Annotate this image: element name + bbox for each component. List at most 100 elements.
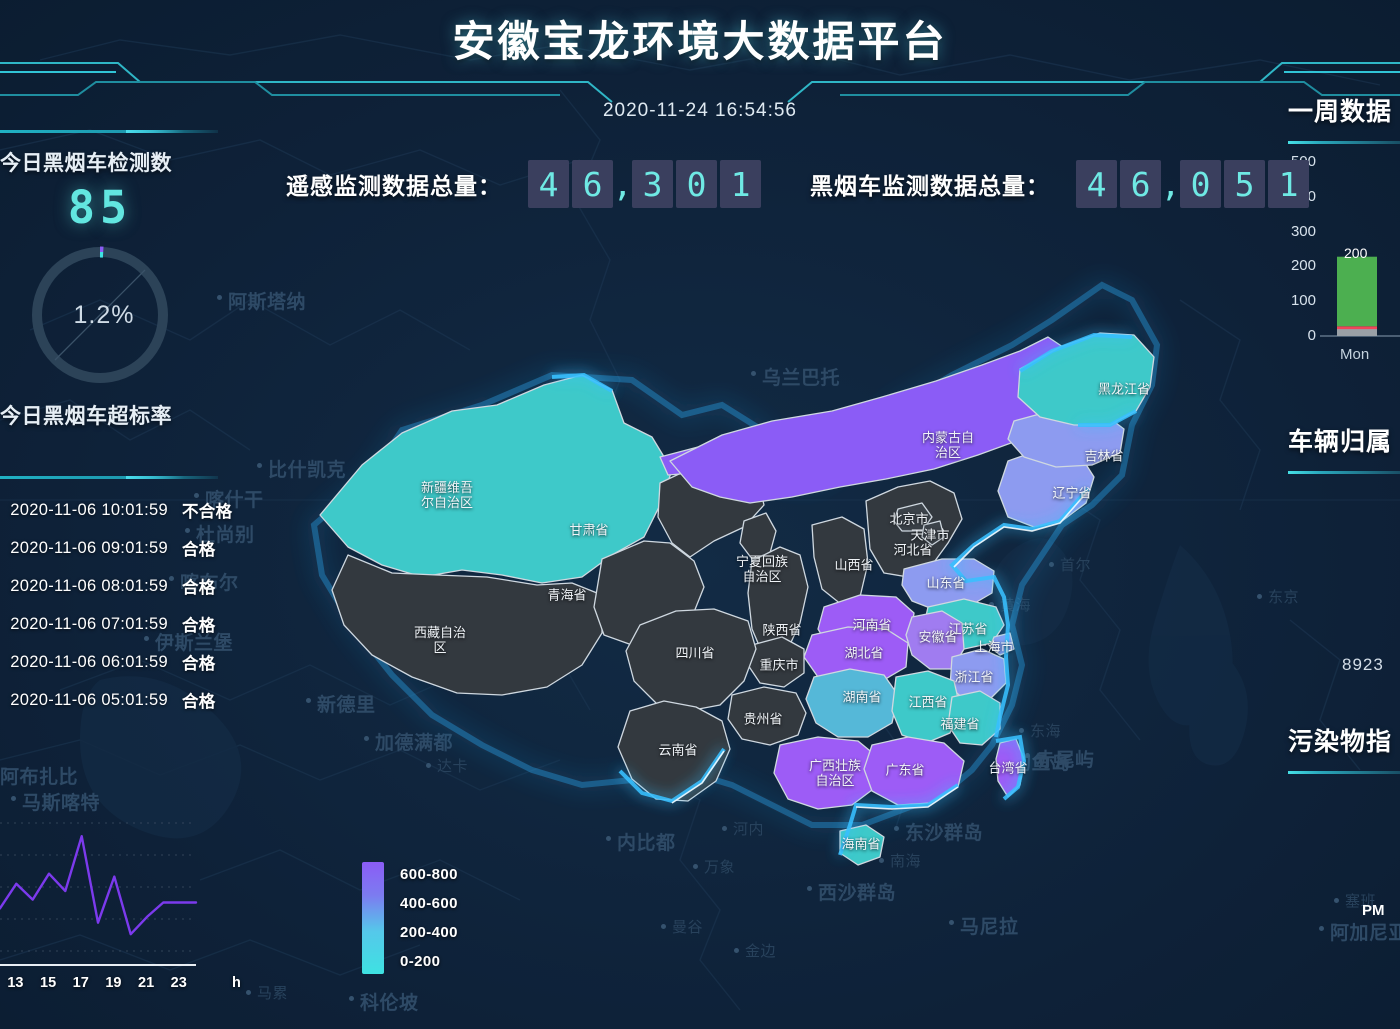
trend-x-tick: 21 <box>138 975 155 991</box>
digit-cell: 0 <box>1180 160 1221 208</box>
today-detect-value: 85 <box>67 181 133 234</box>
bg-city-label: 赤尾屿 <box>1036 750 1095 771</box>
digit-cell: 4 <box>1076 160 1117 208</box>
bg-city-dot <box>879 858 884 863</box>
bg-city-label: 西沙群岛 <box>818 883 897 904</box>
record-status: 合格 <box>182 617 216 635</box>
bg-city-dot <box>246 990 251 995</box>
bg-city-label: 喀布尔 <box>180 573 239 594</box>
record-time: 2020-11-06 10:01:59 <box>10 500 168 519</box>
legend-gradient-bar <box>362 862 384 974</box>
datetime-display: 2020-11-24 16:54:56 <box>602 100 798 121</box>
pm-label: PM <box>1362 902 1385 919</box>
record-row[interactable]: 2020-11-06 08:01:59 合格 <box>0 567 262 605</box>
bg-city-label: 阿布扎比 <box>0 767 79 788</box>
bg-city-dot <box>1319 926 1324 931</box>
record-row[interactable]: 2020-11-06 06:01:59 合格 <box>0 643 262 681</box>
bg-city-label: 马斯喀特 <box>22 793 101 814</box>
bg-city-label: 钓鱼岛 <box>1012 753 1071 774</box>
week-chart-ytick: 300 <box>1290 222 1316 240</box>
trend-x-tick: 17 <box>72 975 89 991</box>
bg-city-label: 东海 <box>1030 723 1062 740</box>
overrun-rate-label: 今日黑烟车超标率 <box>0 405 172 428</box>
bg-city-label: 加德满都 <box>375 733 454 754</box>
record-time: 2020-11-06 09:01:59 <box>10 538 168 557</box>
bg-city-label: 马尼拉 <box>960 917 1019 938</box>
record-row[interactable]: 2020-11-06 09:01:59 合格 <box>0 529 262 567</box>
bg-city-dot <box>989 602 994 607</box>
stat-smoke-vehicle-label: 黑烟车监测数据总量： <box>810 173 1050 199</box>
bg-city-dot <box>426 763 431 768</box>
bg-city-dot <box>257 463 262 468</box>
record-time: 2020-11-06 07:01:59 <box>10 614 168 633</box>
bg-city-label: 阿加尼亚 <box>1330 923 1400 944</box>
trend-x-tick: 23 <box>170 975 187 991</box>
hourly-trend-svg <box>0 822 198 966</box>
bg-city-label: 金边 <box>745 943 777 960</box>
bg-city-dot <box>1334 898 1339 903</box>
right-divider-2 <box>1288 471 1400 474</box>
record-list[interactable]: 2020-11-06 10:01:59 不合格 2020-11-06 09:01:5… <box>0 491 262 719</box>
bg-city-label: 伊斯兰堡 <box>155 633 234 654</box>
digit-cell: 4 <box>528 160 569 208</box>
digit-cell: 1 <box>720 160 761 208</box>
right-panel: 一周数据 0100200300400500 200 Mon 车辆归属 8923 … <box>1280 92 1400 1029</box>
bg-city-dot <box>1025 753 1030 758</box>
record-row[interactable]: 2020-11-06 10:01:59 不合格 <box>0 491 262 529</box>
right-divider-1 <box>1288 141 1400 144</box>
record-status: 不合格 <box>182 503 233 521</box>
bg-city-dot <box>169 576 174 581</box>
hourly-trend-chart: 13 15 17 19 21 23 h <box>0 805 262 1005</box>
bg-city-dot <box>751 371 756 376</box>
bg-city-dot <box>185 528 190 533</box>
bg-city-dot <box>306 698 311 703</box>
bg-city-dot <box>807 886 812 891</box>
legend-key-label: 0-200 <box>400 953 441 970</box>
bg-city-label: 首尔 <box>1060 557 1092 574</box>
bg-city-label: 河内 <box>733 821 765 838</box>
bg-city-label: 东京 <box>1268 589 1300 606</box>
left-divider-top <box>0 130 218 133</box>
digit-separator: , <box>612 165 633 204</box>
week-chart-ytick: 100 <box>1290 292 1316 310</box>
digit-cell: 6 <box>1120 160 1161 208</box>
bg-city-label: 阿斯塔纳 <box>228 292 307 313</box>
digit-separator: , <box>1160 165 1181 204</box>
bg-city-label: 东沙群岛 <box>905 823 984 844</box>
bg-city-dot <box>194 493 199 498</box>
china-map[interactable]: 新疆维吾 尔自治区 西藏自治 区青海省 甘肃省 内蒙古自 治区 宁夏回族 自治区 陕西省山… <box>252 225 1232 925</box>
record-time: 2020-11-06 08:01:59 <box>10 576 168 595</box>
bg-city-dot <box>364 736 369 741</box>
bg-city-dot <box>217 295 222 300</box>
week-data-title: 一周数据 <box>1288 98 1393 126</box>
page-title: 安徽宝龙环境大数据平台 <box>452 18 948 65</box>
overrun-gauge-svg <box>32 246 168 383</box>
week-chart-category: Mon <box>1340 346 1370 363</box>
china-map-svg[interactable] <box>252 225 1232 925</box>
record-status: 合格 <box>182 579 216 597</box>
right-divider-3 <box>1288 771 1400 774</box>
left-panel: 今日黑烟车检测数 85 1.2% 今日黑烟车超标率 2020-11-06 10:… <box>0 130 262 1029</box>
bg-city-dot <box>606 836 611 841</box>
left-divider-mid <box>0 476 218 479</box>
digit-cell: 3 <box>632 160 673 208</box>
bg-city-dot <box>349 996 354 1001</box>
record-time: 2020-11-06 06:01:59 <box>10 652 168 671</box>
record-time: 2020-11-06 05:01:59 <box>10 690 168 709</box>
week-data-chart[interactable] <box>1280 150 1400 380</box>
bg-city-dot <box>722 826 727 831</box>
bg-city-dot <box>734 948 739 953</box>
pollutant-index-title: 污染物指 <box>1288 728 1393 756</box>
record-row[interactable]: 2020-11-06 05:01:59 合格 <box>0 681 262 719</box>
trend-x-tick: 19 <box>105 975 122 991</box>
bg-city-dot <box>11 796 16 801</box>
map-legend: 600-800 400-600 200-400 0-200 <box>362 862 458 974</box>
legend-key-label: 400-600 <box>400 895 458 912</box>
bg-city-label: 乌兰巴托 <box>762 368 841 389</box>
record-row[interactable]: 2020-11-06 07:01:59 合格 <box>0 605 262 643</box>
bg-city-label: 喀什干 <box>205 490 264 511</box>
bg-city-label: 科伦坡 <box>360 993 419 1014</box>
stat-remote-sensing-label: 遥感监测数据总量： <box>286 173 502 199</box>
bg-city-label: 曼谷 <box>672 919 704 936</box>
